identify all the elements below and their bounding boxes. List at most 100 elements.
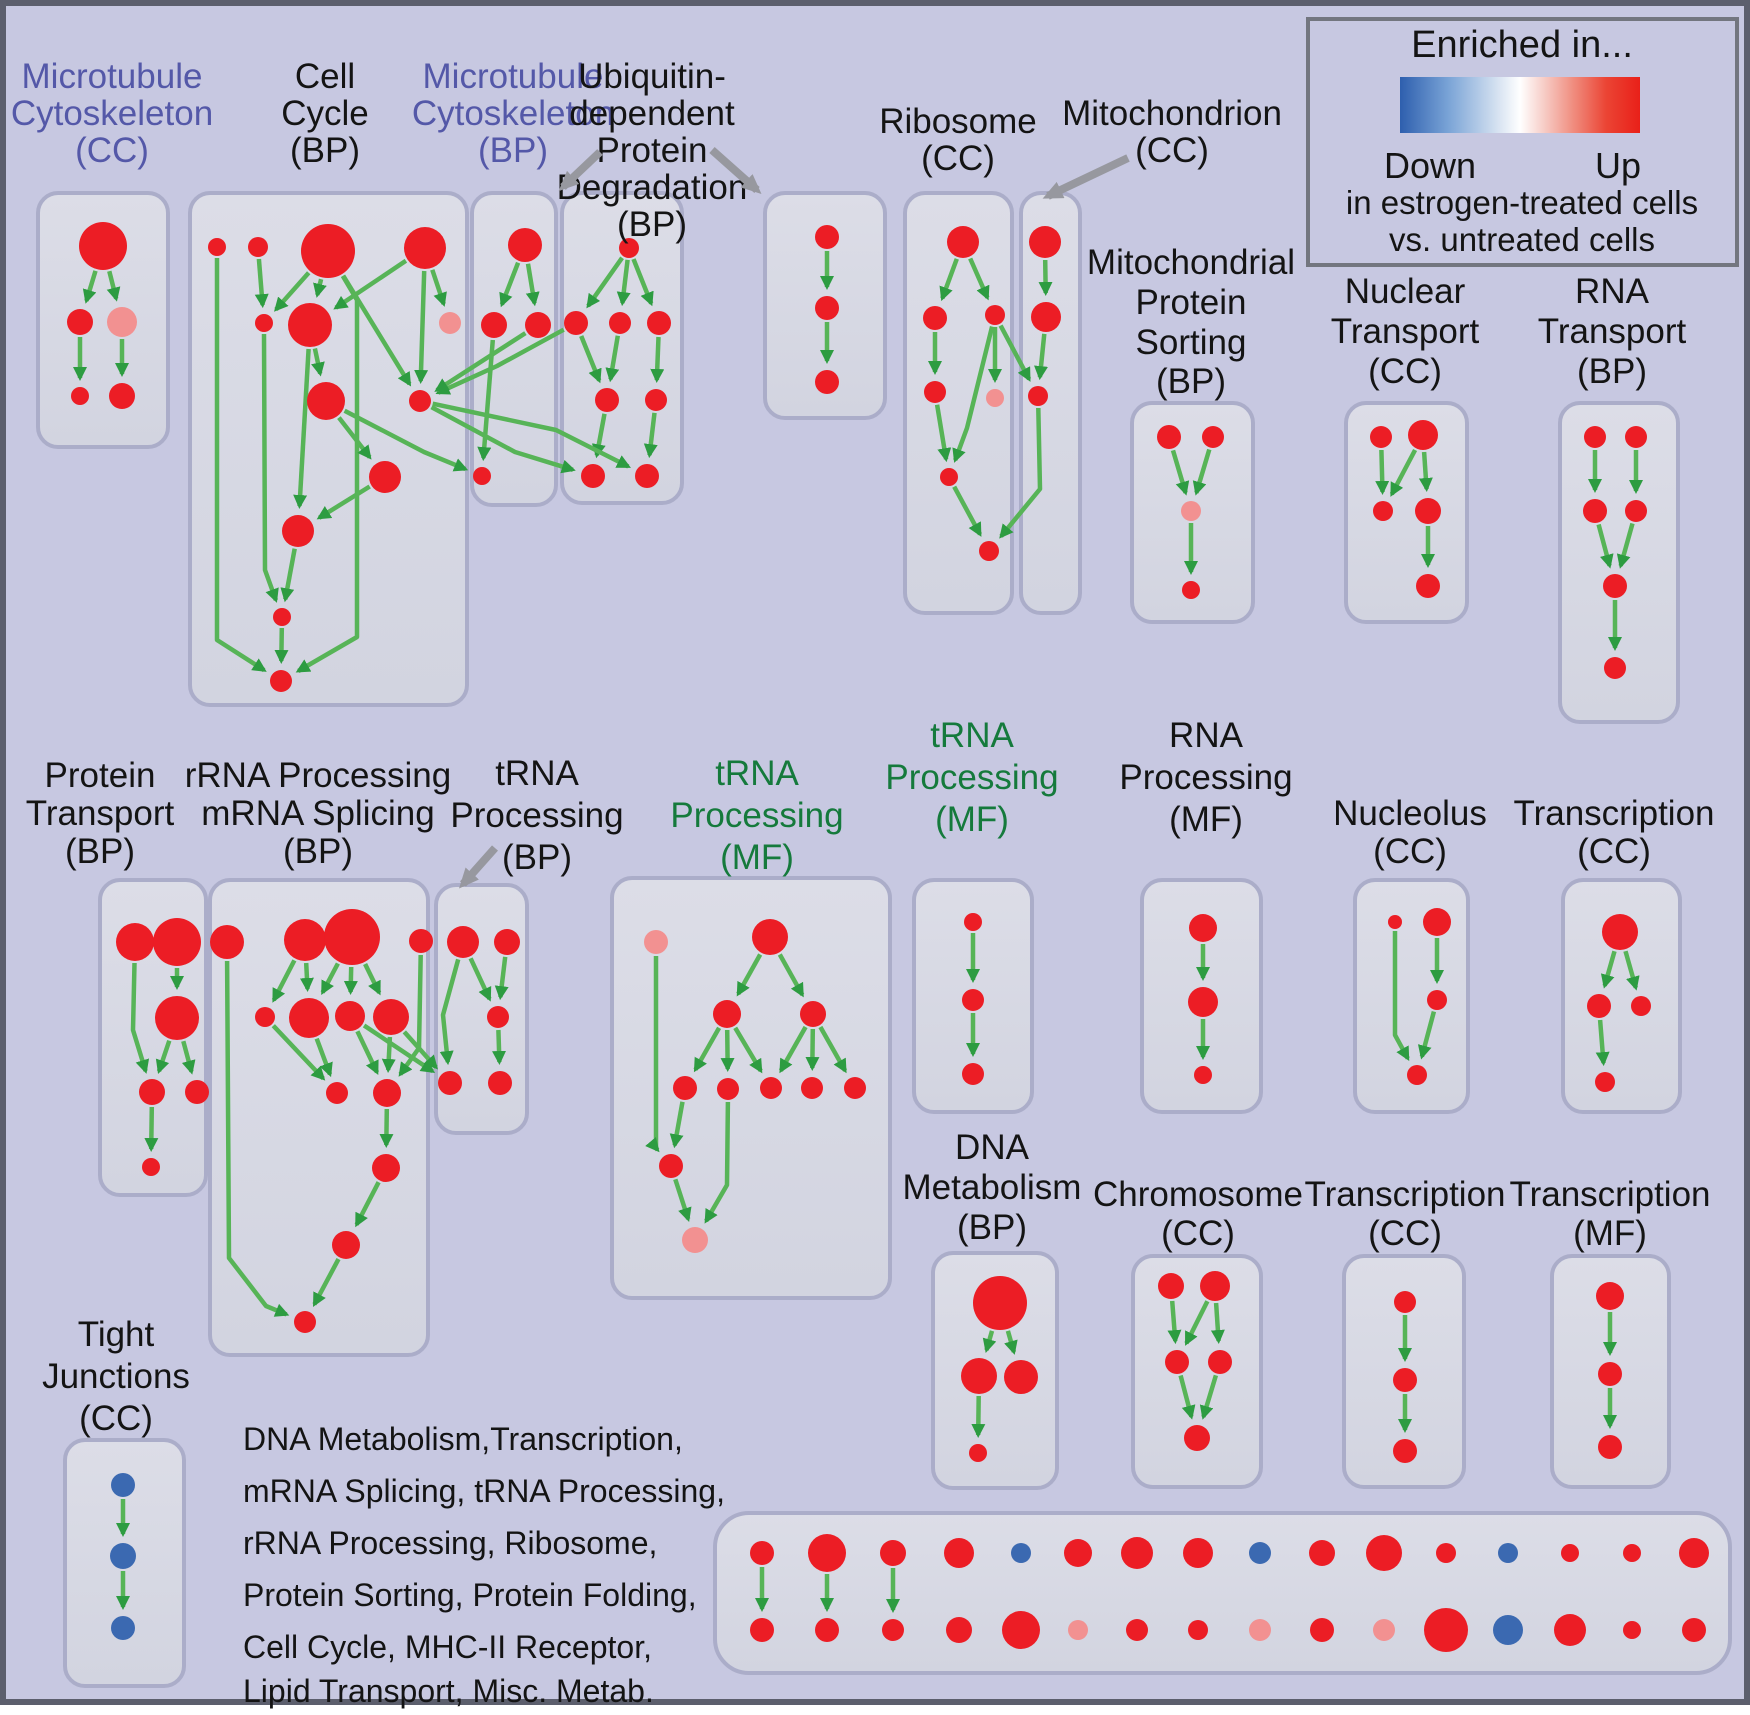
trna-processing-mf-large-edge-10 (673, 1178, 692, 1222)
dna-metabolism-bp-node-2 (1004, 1360, 1038, 1394)
chromosome-cc-node-1 (1200, 1271, 1230, 1301)
microtubule-cytoskeleton-cc-box (36, 191, 170, 449)
nuclear-transport-cc-node-0 (1370, 426, 1392, 448)
protein-transport-bp-edge-2 (155, 1039, 172, 1075)
transcription-mf-node-1 (1598, 1362, 1622, 1386)
ribosome-cc-node-5 (940, 468, 958, 486)
rna-processing-mf-node-2 (1194, 1066, 1212, 1084)
ribosome-cc-node-2 (985, 305, 1005, 325)
rna-transport-bp-node-5 (1604, 657, 1626, 679)
trna-processing-mf-small-node-1 (962, 989, 984, 1011)
nucleolus-cc-node-2 (1427, 990, 1447, 1010)
bottom-box-top-node-9 (1309, 1540, 1335, 1566)
rrna-processing-mrna-splicing-bp-node-0 (210, 925, 244, 959)
ubiquitin-degradation-bp-node-5 (645, 389, 667, 411)
cell-cycle-bp-edge-6 (333, 258, 408, 310)
ubiquitin-degradation-bp-edge-1 (616, 259, 631, 307)
legend-title: Enriched in... (1411, 24, 1633, 66)
nuclear-transport-cc-node-3 (1415, 498, 1441, 524)
transcription-cc-upper-edge-2 (1595, 1019, 1610, 1067)
cell-cycle-bp-node-12 (270, 670, 292, 692)
microtubule-cytoskeleton-bp-edge-0 (499, 261, 521, 308)
rrna-processing-mrna-splicing-bp-edge-4 (343, 966, 358, 995)
label-pointer-arrow-3 (459, 845, 498, 889)
ribosome-cc-node-4 (986, 389, 1004, 407)
bottom-box-bottom-node-2 (882, 1619, 904, 1641)
ribosome-cc-edge-1 (968, 257, 990, 301)
mitochondrial-protein-sorting-bp-label: Mitochondrial Protein Sorting (BP) (1087, 243, 1295, 401)
transcription-cc-lower-node-2 (1393, 1439, 1417, 1463)
cell-cycle-bp-node-2 (301, 224, 355, 278)
protein-transport-bp-node-2 (155, 996, 199, 1040)
chromosome-cc-edge-4 (1199, 1374, 1219, 1420)
legend-up-label: Up (1595, 145, 1641, 186)
ubiquitin-degradation-bp-2-node-2 (815, 370, 839, 394)
transcription-cc-lower-node-0 (1394, 1291, 1416, 1313)
microtubule-cytoskeleton-bp-node-2 (525, 312, 551, 338)
dna-metabolism-bp-edge-0 (982, 1330, 997, 1353)
tight-junctions-cc-node-1 (110, 1543, 136, 1569)
trna-processing-mf-large-node-4 (673, 1076, 697, 1100)
bottom-box-top-node-13 (1561, 1544, 1579, 1562)
transcription-cc-lower-label: Transcription (CC) (1305, 1175, 1506, 1253)
cross-edge-7 (362, 1023, 436, 1074)
ribosome-cc-label: Ribosome (CC) (879, 102, 1037, 178)
transcription-cc-upper-node-2 (1631, 996, 1651, 1016)
mitochondrion-cc-node-2 (1028, 386, 1048, 406)
microtubule-cytoskeleton-bp-edge-1 (525, 263, 540, 307)
bottom-box-bottom-node-8 (1249, 1619, 1271, 1641)
cell-cycle-bp-edge-11 (337, 416, 372, 460)
label-pointer-arrow-1 (709, 147, 762, 194)
cell-cycle-bp-node-8 (409, 390, 431, 412)
chromosome-cc-node-2 (1165, 1350, 1189, 1374)
trna-processing-mf-large-node-9 (659, 1154, 683, 1178)
bottom-box-bottom-node-15 (1682, 1618, 1706, 1642)
transcription-cc-upper-label: Transcription (CC) (1514, 794, 1715, 871)
protein-transport-bp-node-4 (185, 1080, 209, 1104)
ubiquitin-degradation-bp-node-1 (564, 311, 588, 335)
cross-edge-1 (434, 331, 527, 393)
trna-processing-bp-label: tRNA Processing (BP) (450, 754, 623, 877)
trna-processing-mf-small-label: tRNA Processing (MF) (885, 716, 1058, 839)
nuclear-transport-cc-edge-1 (1389, 448, 1418, 497)
bottom-box-top-node-10 (1366, 1535, 1402, 1571)
ribosome-cc-edge-5 (934, 404, 952, 463)
bottom-box-top-node-3 (944, 1538, 974, 1568)
mitochondrial-protein-sorting-bp-node-2 (1181, 501, 1201, 521)
cell-cycle-bp-edge-5 (295, 274, 360, 673)
rna-transport-bp-edge-2 (1596, 523, 1614, 569)
bottom-box-top-node-5 (1064, 1539, 1092, 1567)
label-pointer-arrow-2 (1042, 154, 1130, 200)
ubiquitin-degradation-bp-edge-3 (579, 335, 602, 384)
mitochondrial-protein-sorting-bp-edge-1 (1192, 448, 1212, 496)
nucleolus-cc-edge-0 (1392, 931, 1410, 1062)
cross-edge-2 (343, 408, 469, 472)
chromosome-cc-edge-0 (1167, 1300, 1182, 1345)
rna-transport-bp-node-0 (1584, 426, 1606, 448)
bottom-box-bottom-node-11 (1424, 1608, 1468, 1652)
trna-processing-mf-small-node-0 (964, 913, 982, 931)
trna-processing-mf-large-edge-8 (645, 956, 660, 1153)
bottom-box-top-node-0 (750, 1541, 774, 1565)
microtubule-cytoskeleton-bp-node-3 (473, 467, 491, 485)
bottom-box-top-node-4 (1011, 1543, 1031, 1563)
ribosome-cc-edge-4 (952, 326, 995, 463)
mitochondrion-cc-node-0 (1029, 226, 1061, 258)
rrna-processing-mrna-splicing-bp-node-12 (294, 1311, 316, 1333)
rrna-processing-mrna-splicing-bp-node-9 (373, 1079, 401, 1107)
mitochondrion-cc-node-1 (1031, 302, 1061, 332)
cell-cycle-bp-edge-0 (214, 258, 267, 673)
cell-cycle-bp-node-3 (404, 227, 446, 269)
transcription-mf-node-2 (1598, 1435, 1622, 1459)
trna-processing-mf-small-node-2 (962, 1063, 984, 1085)
transcription-mf-node-0 (1596, 1282, 1624, 1310)
ubiquitin-degradation-bp-node-6 (581, 464, 605, 488)
trna-processing-mf-large-node-0 (644, 930, 668, 954)
chromosome-cc-edge-2 (1210, 1302, 1225, 1344)
nuclear-transport-cc-edge-2 (1418, 451, 1433, 492)
cell-cycle-bp-edge-8 (414, 270, 429, 384)
microtubule-cytoskeleton-cc-node-3 (71, 387, 89, 405)
trna-processing-mf-large-edge-7 (818, 1025, 848, 1074)
bottom-box-bottom-node-6 (1126, 1619, 1148, 1641)
bottom-summary-box (713, 1511, 1732, 1675)
